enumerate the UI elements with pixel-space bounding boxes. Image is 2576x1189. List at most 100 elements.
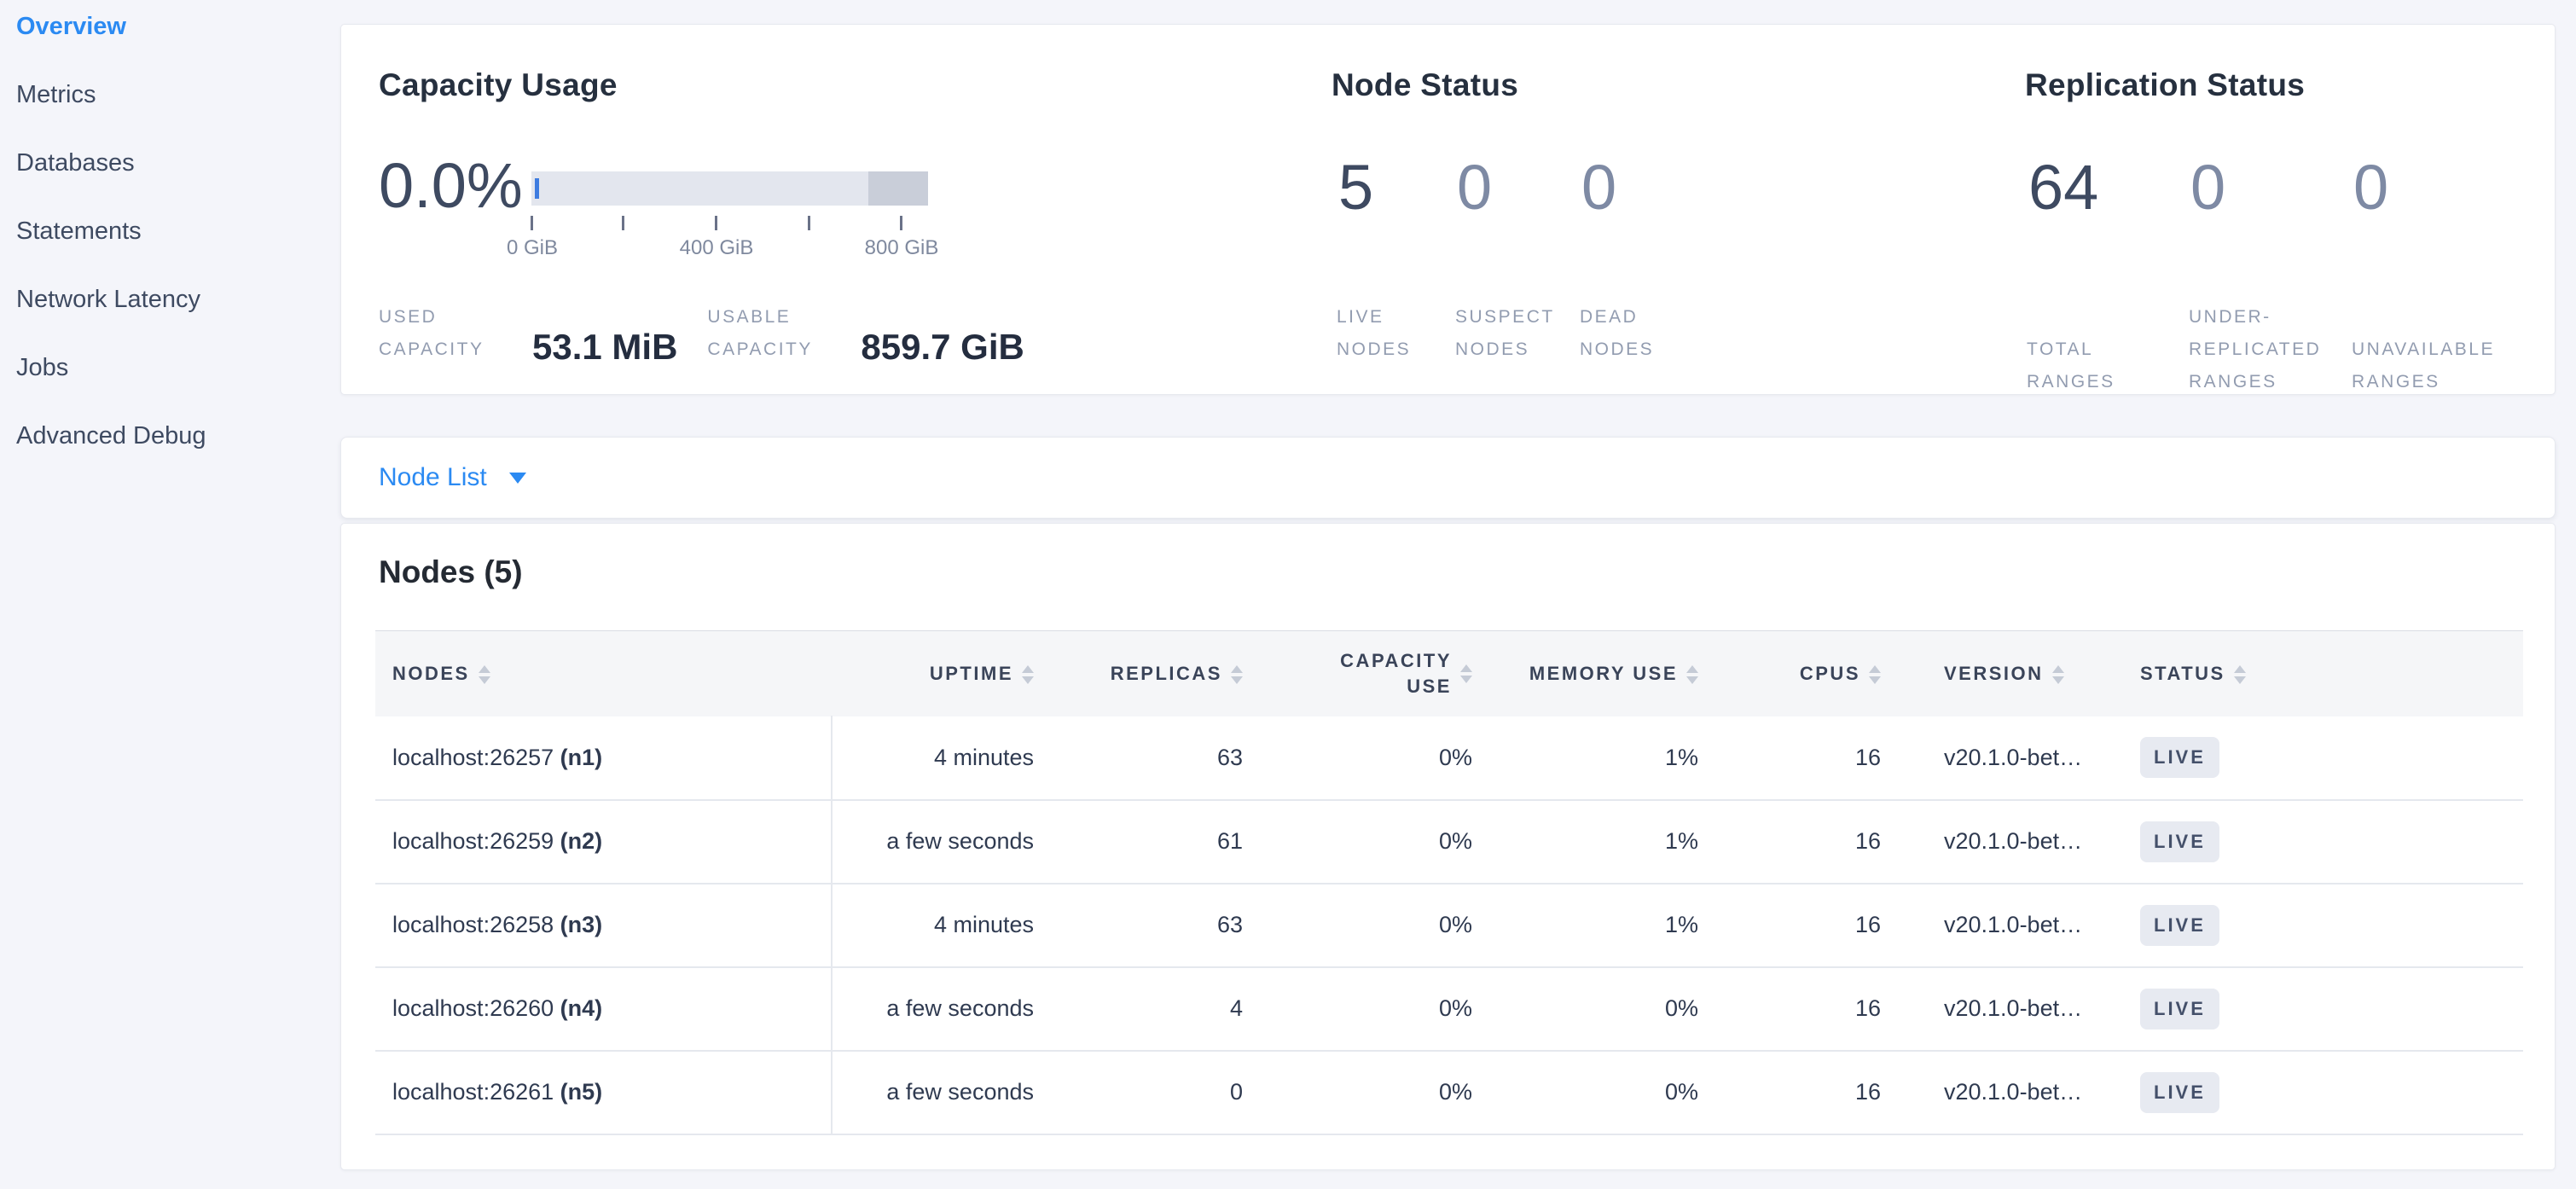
column-header-replicas[interactable]: REPLICAS: [1046, 630, 1255, 716]
sidebar-item-databases[interactable]: Databases: [16, 149, 135, 177]
node-list-dropdown[interactable]: Node List: [341, 438, 2555, 518]
capacity-use-cell: 0%: [1438, 995, 1472, 1021]
table-row-node-4[interactable]: localhost:26260 (n4) a few seconds 4 0% …: [375, 966, 2523, 1051]
dead-nodes-label: DEAD NODES: [1580, 307, 1655, 359]
node-address[interactable]: localhost:26259: [392, 828, 554, 854]
axis-tick: [808, 216, 810, 230]
sidebar: Overview Metrics Databases Statements Ne…: [0, 0, 340, 1189]
used-capacity-label: USED CAPACITY: [379, 307, 484, 359]
node-id: (n3): [560, 912, 603, 937]
nodes-table-title: Nodes (5): [379, 554, 523, 589]
table-row-node-3[interactable]: localhost:26258 (n3) 4 minutes 63 0% 1% …: [375, 883, 2523, 967]
column-header-cpus[interactable]: CPUS: [1745, 630, 1929, 716]
column-header-version[interactable]: VERSION: [1929, 630, 2125, 716]
node-id: (n5): [560, 1079, 603, 1105]
sort-icon[interactable]: [1231, 664, 1243, 684]
replication-status-title: Replication Status: [2025, 67, 2306, 102]
status-badge: LIVE: [2140, 1071, 2219, 1113]
total-ranges-count: 64: [2028, 152, 2099, 223]
node-id: (n1): [560, 744, 603, 770]
live-nodes-count: 5: [1338, 152, 1374, 223]
sidebar-item-advanced-debug[interactable]: Advanced Debug: [16, 422, 206, 450]
capacity-bar-track: [531, 171, 928, 206]
sort-icon[interactable]: [1686, 664, 1698, 684]
status-badge: LIVE: [2140, 821, 2219, 862]
table-column-divider: [831, 716, 833, 1135]
axis-tick-label: 0 GiB: [506, 236, 559, 259]
cpus-cell: 16: [1854, 995, 1881, 1021]
sidebar-item-statements[interactable]: Statements: [16, 218, 142, 245]
replication-status-labels: TOTAL RANGES UNDER-REPLICATED RANGES UNA…: [2027, 301, 2522, 398]
capacity-used-percent: 0.0%: [379, 150, 523, 221]
uptime-cell: a few seconds: [886, 995, 1034, 1021]
sort-icon[interactable]: [2051, 664, 2064, 684]
capacity-use-cell: 0%: [1438, 744, 1472, 770]
version-cell: v20.1.0-bet…: [1944, 995, 2083, 1021]
sidebar-item-overview[interactable]: Overview: [16, 13, 126, 40]
sort-icon[interactable]: [1022, 664, 1034, 684]
column-header-uptime[interactable]: UPTIME: [831, 630, 1046, 716]
capacity-usage-title: Capacity Usage: [379, 67, 618, 102]
cpus-cell: 16: [1854, 744, 1881, 770]
node-address[interactable]: localhost:26258: [392, 912, 554, 937]
column-header-capacity-use[interactable]: CAPACITY USE: [1255, 630, 1506, 716]
replicas-cell: 63: [1216, 912, 1243, 937]
sidebar-nav: Overview Metrics Databases Statements Ne…: [0, 0, 340, 470]
status-badge: LIVE: [2140, 737, 2219, 778]
axis-tick: [622, 216, 624, 230]
node-status-labels: LIVE NODES SUSPECT NODES DEAD NODES: [1337, 301, 1708, 366]
memory-use-cell: 1%: [1664, 828, 1698, 854]
nodes-table: NODES UPTIME REPLICAS CAPACITY USE MEMOR…: [375, 630, 2523, 1135]
node-list-dropdown-label[interactable]: Node List: [379, 463, 487, 491]
column-header-status[interactable]: STATUS: [2125, 630, 2523, 716]
uptime-cell: a few seconds: [886, 1079, 1034, 1105]
capacity-use-cell: 0%: [1438, 912, 1472, 937]
node-status-title: Node Status: [1332, 67, 1519, 102]
memory-use-cell: 1%: [1664, 912, 1698, 937]
axis-tick-label: 800 GiB: [864, 236, 939, 259]
sort-icon[interactable]: [2233, 664, 2246, 684]
node-list-bar: Node List: [340, 437, 2556, 519]
uptime-cell: 4 minutes: [933, 912, 1034, 937]
table-row-node-1[interactable]: localhost:26257 (n1) 4 minutes 63 0% 1% …: [375, 716, 2523, 800]
node-status-values: 5 0 0: [1338, 152, 1709, 223]
sort-icon[interactable]: [1869, 664, 1881, 684]
version-cell: v20.1.0-bet…: [1944, 912, 2083, 937]
live-nodes-label: LIVE NODES: [1337, 307, 1412, 359]
axis-tick-label: 400 GiB: [679, 236, 754, 259]
cluster-summary-panel: Capacity Usage Node Status Replication S…: [340, 24, 2556, 395]
column-header-nodes[interactable]: NODES: [375, 630, 831, 716]
unavailable-ranges-label: UNAVAILABLE RANGES: [2352, 339, 2495, 392]
capacity-bar-chart: 0 GiB 400 GiB 800 GiB: [507, 171, 938, 259]
cpus-cell: 16: [1854, 828, 1881, 854]
node-address[interactable]: localhost:26261: [392, 1079, 554, 1105]
replicas-cell: 61: [1216, 828, 1243, 854]
column-header-memory-use[interactable]: MEMORY USE: [1506, 630, 1745, 716]
under-replicated-ranges-label: UNDER-REPLICATED RANGES: [2189, 307, 2322, 392]
dead-nodes-count: 0: [1581, 152, 1617, 223]
sort-icon[interactable]: [478, 664, 490, 684]
replicas-cell: 4: [1229, 995, 1243, 1021]
sidebar-item-jobs[interactable]: Jobs: [16, 354, 69, 381]
memory-use-cell: 0%: [1664, 1079, 1698, 1105]
sidebar-item-metrics[interactable]: Metrics: [16, 81, 96, 108]
table-row-node-5[interactable]: localhost:26261 (n5) a few seconds 0 0% …: [375, 1050, 2523, 1134]
version-cell: v20.1.0-bet…: [1944, 1079, 2083, 1105]
memory-use-cell: 0%: [1664, 995, 1698, 1021]
usable-capacity-value: 859.7 GiB: [861, 327, 1024, 367]
cpus-cell: 16: [1854, 1079, 1881, 1105]
axis-tick: [531, 216, 533, 230]
capacity-bar-used-indicator: [535, 178, 539, 199]
sort-icon[interactable]: [1460, 664, 1472, 683]
table-header-row: NODES UPTIME REPLICAS CAPACITY USE MEMOR…: [375, 630, 2523, 716]
table-row-node-2[interactable]: localhost:26259 (n2) a few seconds 61 0%…: [375, 799, 2523, 884]
node-address[interactable]: localhost:26257: [392, 744, 554, 770]
memory-use-cell: 1%: [1664, 744, 1698, 770]
node-address[interactable]: localhost:26260: [392, 995, 554, 1021]
total-ranges-label: TOTAL RANGES: [2027, 339, 2115, 392]
sidebar-item-network-latency[interactable]: Network Latency: [16, 286, 200, 313]
capacity-bar-end-segment: [868, 171, 928, 206]
axis-tick: [715, 216, 717, 230]
node-id: (n4): [560, 995, 603, 1021]
